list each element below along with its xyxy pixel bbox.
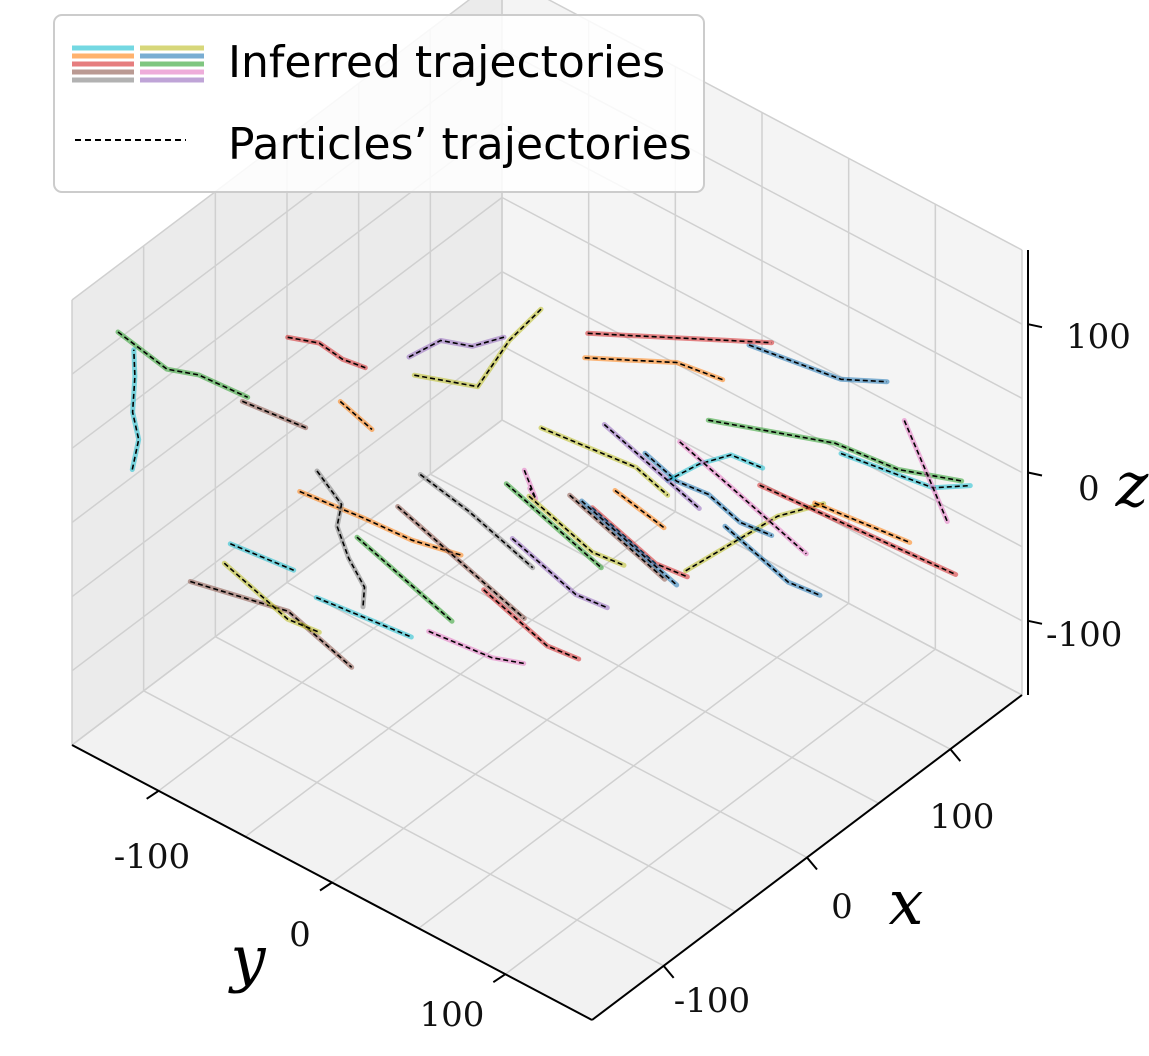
legend-inferred-swatch (72, 45, 204, 83)
x-tick-labels: -100 0 100 (674, 797, 995, 1021)
x-tick (806, 856, 818, 871)
legend: Inferred trajectories Particles’ traject… (53, 14, 705, 193)
inferred-trajectory (481, 587, 582, 662)
axis-lines (71, 250, 1043, 1021)
x-tick-label: 100 (930, 797, 995, 837)
particle-trajectory (759, 484, 957, 576)
particle-trajectory (679, 441, 807, 555)
particle-trajectory (356, 536, 453, 622)
particle-trajectory (316, 470, 366, 607)
particle-trajectory (315, 596, 412, 638)
legend-inferred-label: Inferred trajectories (228, 37, 665, 88)
inferred-trajectory (509, 536, 610, 611)
particle-trajectory (667, 454, 764, 482)
x-axis-label: x (889, 866, 924, 939)
z-tick-label: 0 (1078, 469, 1100, 509)
particle-trajectory (428, 630, 524, 665)
particle-trajectory (581, 500, 678, 586)
inferred-trajectory (722, 523, 823, 598)
trajectories (115, 306, 973, 670)
particle-trajectory (339, 400, 373, 431)
x-tick (662, 965, 675, 979)
particle-trajectory (190, 580, 353, 668)
particle-trajectory (587, 332, 772, 344)
y-tick-label: -100 (114, 837, 190, 877)
particle-trajectory (419, 473, 534, 569)
particle-trajectory (299, 490, 462, 556)
y-tick (319, 881, 333, 892)
particle-trajectory (241, 400, 307, 429)
particle-trajectory (229, 543, 295, 571)
particle-trajectory (414, 308, 542, 388)
legend-particles-label: Particles’ trajectories (228, 119, 692, 170)
particle-trajectory (614, 489, 665, 529)
particle-trajectory (569, 494, 666, 580)
z-tick (1027, 619, 1043, 625)
z-tick-label: 100 (1066, 317, 1131, 357)
particle-trajectory (708, 419, 962, 482)
particle-trajectory (505, 483, 602, 569)
z-tick-label: -100 (1046, 615, 1122, 655)
particle-trajectory (408, 336, 505, 358)
y-tick (492, 973, 506, 983)
particle-trajectory (523, 469, 537, 500)
y-tick-label: 0 (289, 915, 311, 955)
particle-trajectory (748, 344, 888, 383)
y-axis-label: y (227, 922, 266, 995)
particle-trajectory (584, 357, 723, 381)
legend-box (53, 14, 705, 193)
z-tick-labels: -100 0 100 (1046, 317, 1131, 655)
y-tick (146, 790, 160, 800)
x-tick-label: 0 (831, 887, 853, 927)
particle-trajectory (540, 427, 669, 496)
particle-trajectory (840, 452, 971, 489)
x-tick-label: -100 (674, 981, 750, 1021)
particle-trajectory (117, 331, 249, 399)
particle-trajectory (814, 502, 911, 544)
particle-trajectory (287, 336, 366, 369)
x-tick (949, 748, 962, 762)
grid-line (504, 648, 936, 975)
y-tick-labels: -100 0 100 (114, 837, 485, 1035)
particle-trajectory (644, 452, 773, 537)
particle-trajectory (903, 420, 949, 522)
z-axis-label: z (1115, 448, 1149, 521)
z-tick (1027, 323, 1043, 329)
inferred-trajectory (526, 493, 627, 568)
y-tick-label: 100 (420, 995, 485, 1035)
inferred-trajectory (221, 560, 322, 635)
particle-trajectory (397, 505, 525, 620)
z-tick (1027, 471, 1043, 477)
particle-trajectory (603, 423, 700, 510)
particle-trajectory (131, 349, 140, 470)
